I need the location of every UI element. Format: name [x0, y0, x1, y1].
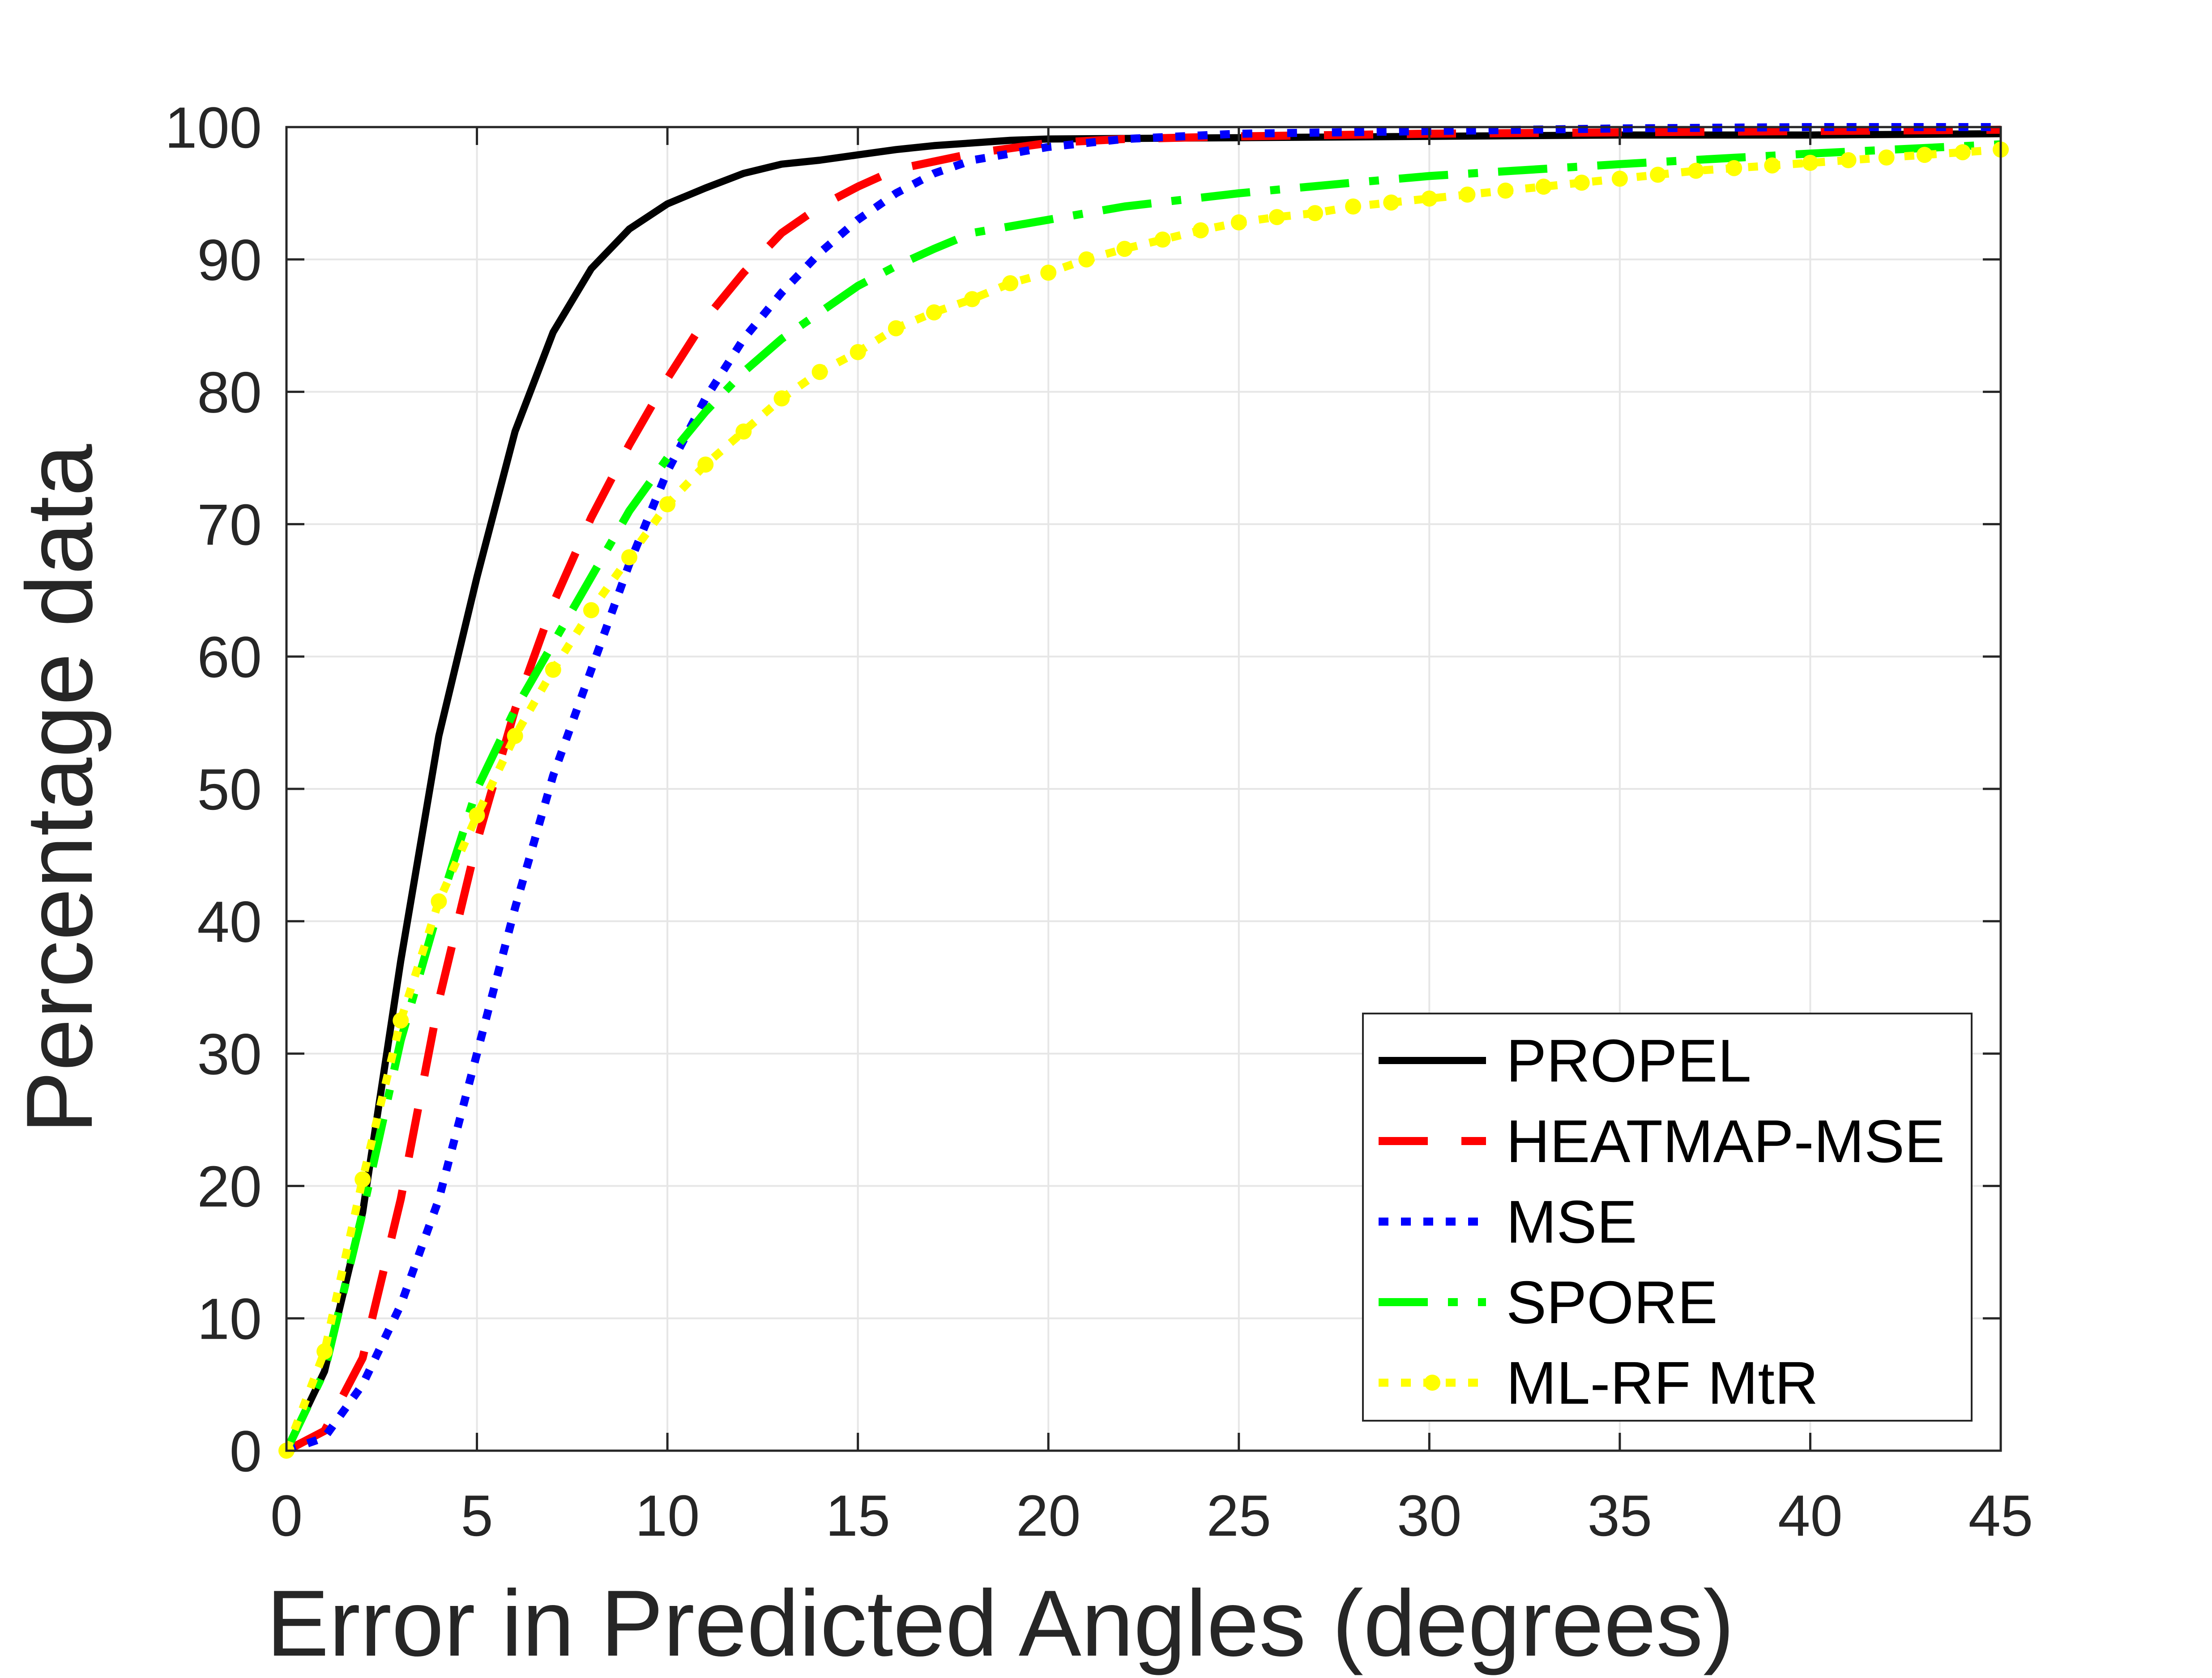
- legend-box: [1362, 1013, 1973, 1422]
- point-ml-rf-mtr: [316, 1343, 333, 1360]
- series-lines: [278, 123, 2009, 1459]
- point-ml-rf-mtr: [1535, 179, 1552, 195]
- point-ml-rf-mtr: [1040, 264, 1057, 281]
- point-ml-rf-mtr: [1916, 147, 1933, 163]
- y-tick-label: 0: [230, 1418, 262, 1484]
- point-ml-rf-mtr: [1878, 149, 1895, 166]
- point-ml-rf-mtr: [1840, 152, 1857, 168]
- point-ml-rf-mtr: [1192, 222, 1209, 238]
- series-heatmap-mse: [284, 125, 2001, 1454]
- point-ml-rf-mtr: [354, 1171, 371, 1188]
- axis-ticks: [285, 126, 2002, 1452]
- x-tick-labels: 0 5 10 15 20 25 30 35 40 45: [270, 1483, 2033, 1548]
- point-ml-rf-mtr: [1002, 275, 1019, 292]
- legend-entry-mse: MSE: [1379, 1188, 1637, 1256]
- legend-entry-spore: SPORE: [1379, 1269, 1718, 1336]
- point-ml-rf-mtr: [697, 456, 714, 473]
- legend-label: MSE: [1506, 1188, 1637, 1256]
- point-ml-rf-mtr: [1268, 209, 1285, 226]
- point-ml-rf-mtr: [964, 291, 980, 307]
- point-ml-rf-mtr: [1154, 231, 1171, 248]
- point-ml-rf-mtr: [1954, 144, 1971, 161]
- point-ml-rf-mtr: [1726, 160, 1742, 176]
- point-ml-rf-mtr: [1307, 205, 1323, 221]
- series-ml-rf-mtr: [278, 141, 2009, 1459]
- legend-label: SPORE: [1506, 1269, 1718, 1336]
- point-ml-rf-mtr: [926, 304, 942, 321]
- x-tick-label: 25: [1206, 1483, 1271, 1548]
- series-line-heatmap-mse: [284, 125, 2001, 1454]
- point-ml-rf-mtr: [507, 728, 523, 744]
- legend-label: HEATMAP-MSE: [1506, 1107, 1945, 1175]
- y-tick-labels: 0 10 20 30 40 50 60 70 80 90 100: [165, 95, 262, 1484]
- point-ml-rf-mtr: [1650, 166, 1666, 183]
- y-tick-label: 70: [197, 492, 262, 557]
- point-ml-rf-mtr: [431, 893, 447, 910]
- point-ml-rf-mtr: [1802, 154, 1819, 171]
- y-tick-label: 50: [197, 757, 262, 822]
- y-tick-label: 40: [197, 889, 262, 954]
- y-tick-label: 60: [197, 624, 262, 690]
- point-ml-rf-mtr: [1688, 162, 1704, 179]
- x-tick-label: 45: [1969, 1483, 2033, 1548]
- x-tick-label: 40: [1778, 1483, 1843, 1548]
- x-tick-label: 30: [1397, 1483, 1462, 1548]
- point-ml-rf-mtr: [1573, 175, 1590, 191]
- point-ml-rf-mtr: [1497, 182, 1514, 199]
- x-tick-label: 35: [1588, 1483, 1653, 1548]
- point-ml-rf-mtr: [545, 661, 561, 678]
- point-ml-rf-mtr: [1345, 198, 1362, 215]
- legend-label: PROPEL: [1506, 1027, 1751, 1095]
- point-ml-rf-mtr: [735, 423, 752, 440]
- point-ml-rf-mtr: [659, 496, 676, 513]
- y-tick-label: 20: [197, 1154, 262, 1219]
- legend-label: ML-RF MtR: [1506, 1349, 1818, 1417]
- point-ml-rf-mtr: [1459, 186, 1476, 203]
- point-ml-rf-mtr: [1611, 170, 1628, 187]
- x-tick-label: 0: [270, 1483, 303, 1548]
- legend-entry-propel: PROPEL: [1379, 1027, 1751, 1095]
- point-ml-rf-mtr: [1230, 214, 1247, 230]
- point-ml-rf-mtr: [621, 549, 637, 566]
- x-tick-label: 10: [635, 1483, 700, 1548]
- point-ml-rf-mtr: [1383, 194, 1400, 211]
- point-ml-rf-mtr: [393, 1012, 409, 1029]
- legend-marker: [1424, 1375, 1440, 1391]
- point-ml-rf-mtr: [1764, 157, 1781, 174]
- point-ml-rf-mtr: [811, 364, 828, 380]
- legend: PROPEL HEATMAP-MSE MSE SPORE ML-RF MtR: [1362, 1013, 1973, 1422]
- y-tick-label: 80: [197, 360, 262, 425]
- y-axis-label: Percentage data: [7, 444, 112, 1133]
- point-ml-rf-mtr: [773, 390, 790, 407]
- point-ml-rf-mtr: [1078, 251, 1095, 268]
- x-tick-label: 5: [461, 1483, 493, 1548]
- point-ml-rf-mtr: [1116, 241, 1133, 257]
- point-ml-rf-mtr: [469, 807, 485, 824]
- legend-entry-ml-rf-mtr: ML-RF MtR: [1379, 1349, 1818, 1417]
- x-tick-label: 15: [825, 1483, 890, 1548]
- y-tick-label: 90: [197, 227, 262, 293]
- point-ml-rf-mtr: [583, 602, 599, 618]
- point-ml-rf-mtr: [850, 344, 866, 360]
- y-tick-label: 10: [197, 1286, 262, 1351]
- point-ml-rf-mtr: [1421, 190, 1438, 207]
- y-tick-label: 30: [197, 1022, 262, 1087]
- legend-entry-heatmap-mse: HEATMAP-MSE: [1379, 1107, 1945, 1175]
- x-tick-label: 20: [1016, 1483, 1081, 1548]
- point-ml-rf-mtr: [888, 320, 904, 336]
- x-axis-label: Error in Predicted Angles (degrees): [266, 1571, 1734, 1676]
- y-tick-label: 100: [165, 95, 262, 160]
